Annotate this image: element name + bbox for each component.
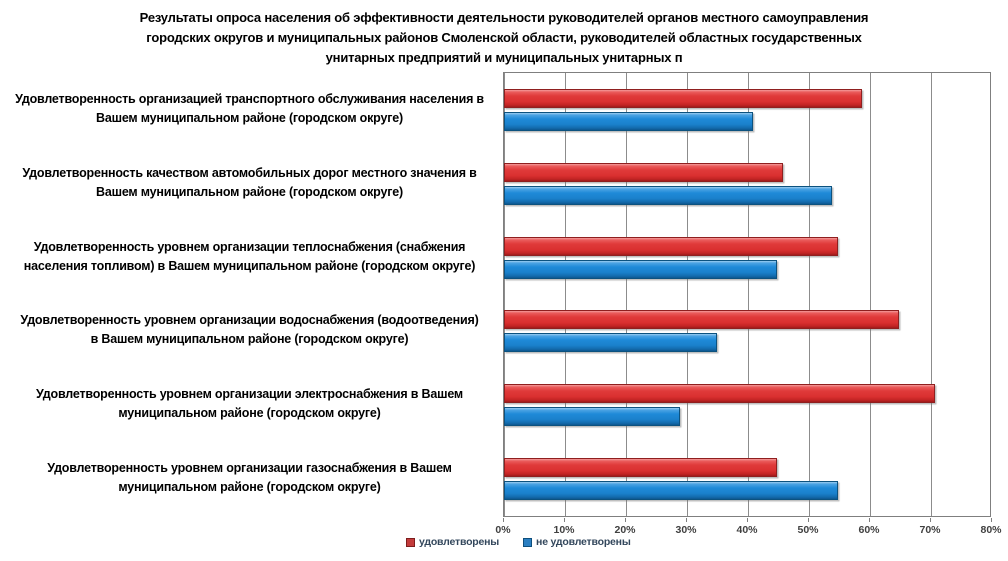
x-axis-tick-label: 70%: [919, 524, 941, 536]
x-axis-tick: [502, 518, 504, 522]
legend-label-not-satisfied: не удовлетворены: [536, 536, 631, 548]
x-axis-tick: [685, 518, 687, 522]
x-axis-tick: [868, 518, 870, 522]
bar-not-satisfied-1: [504, 186, 833, 205]
category-label: Удовлетворенность организацией транспорт…: [15, 91, 484, 125]
bar-not-satisfied-2: [504, 260, 778, 279]
x-axis-ticks: [502, 518, 992, 522]
x-axis-tick-label: 40%: [736, 524, 758, 536]
bar-satisfied-1: [504, 163, 784, 182]
bar-satisfied-3: [504, 310, 899, 329]
x-axis-labels: 0% 10% 20% 30% 40% 50% 60% 70% 80%: [495, 524, 1001, 537]
x-axis-tick-label: 20%: [614, 524, 636, 536]
category-label: Удовлетворенность уровнем организации во…: [20, 313, 479, 347]
category-label: Удовлетворенность уровнем организации эл…: [36, 387, 463, 421]
legend-item-satisfied: удовлетворены: [406, 536, 499, 548]
x-axis-tick: [990, 518, 992, 522]
legend: удовлетворены не удовлетворены: [406, 535, 631, 549]
x-axis-tick-label: 10%: [553, 524, 575, 536]
x-axis-tick-label: 30%: [675, 524, 697, 536]
legend-swatch-satisfied-icon: [406, 537, 415, 547]
bar-not-satisfied-3: [504, 333, 717, 352]
bar-satisfied-0: [504, 89, 863, 108]
bar-not-satisfied-0: [504, 112, 754, 131]
x-axis-tick-label: 0%: [495, 524, 511, 536]
x-axis-tick: [563, 518, 565, 522]
category-labels: Удовлетворенность организацией транспорт…: [0, 72, 499, 517]
bar-not-satisfied-4: [504, 407, 681, 426]
x-axis-tick: [624, 518, 626, 522]
x-axis-tick: [807, 518, 809, 522]
category-label: Удовлетворенность качеством автомобильны…: [22, 165, 477, 199]
chart-title: Результаты опроса населения об эффективн…: [139, 10, 869, 65]
category-label: Удовлетворенность уровнем организации те…: [23, 239, 476, 273]
bar-satisfied-5: [504, 458, 778, 477]
bar-satisfied-2: [504, 237, 839, 256]
bar-satisfied-4: [504, 384, 936, 403]
x-axis-tick-label: 60%: [858, 524, 880, 536]
x-axis-tick: [929, 518, 931, 522]
bar-not-satisfied-5: [504, 481, 839, 500]
plot-area: [503, 72, 991, 517]
x-axis-tick-label: 80%: [980, 524, 1002, 536]
x-axis-tick: [746, 518, 748, 522]
legend-label-satisfied: удовлетворены: [419, 536, 500, 548]
legend-item-not-satisfied: не удовлетворены: [523, 536, 631, 548]
x-axis-tick-label: 50%: [797, 524, 819, 536]
category-label: Удовлетворенность уровнем организации га…: [47, 461, 452, 495]
legend-swatch-not-satisfied-icon: [523, 537, 533, 547]
